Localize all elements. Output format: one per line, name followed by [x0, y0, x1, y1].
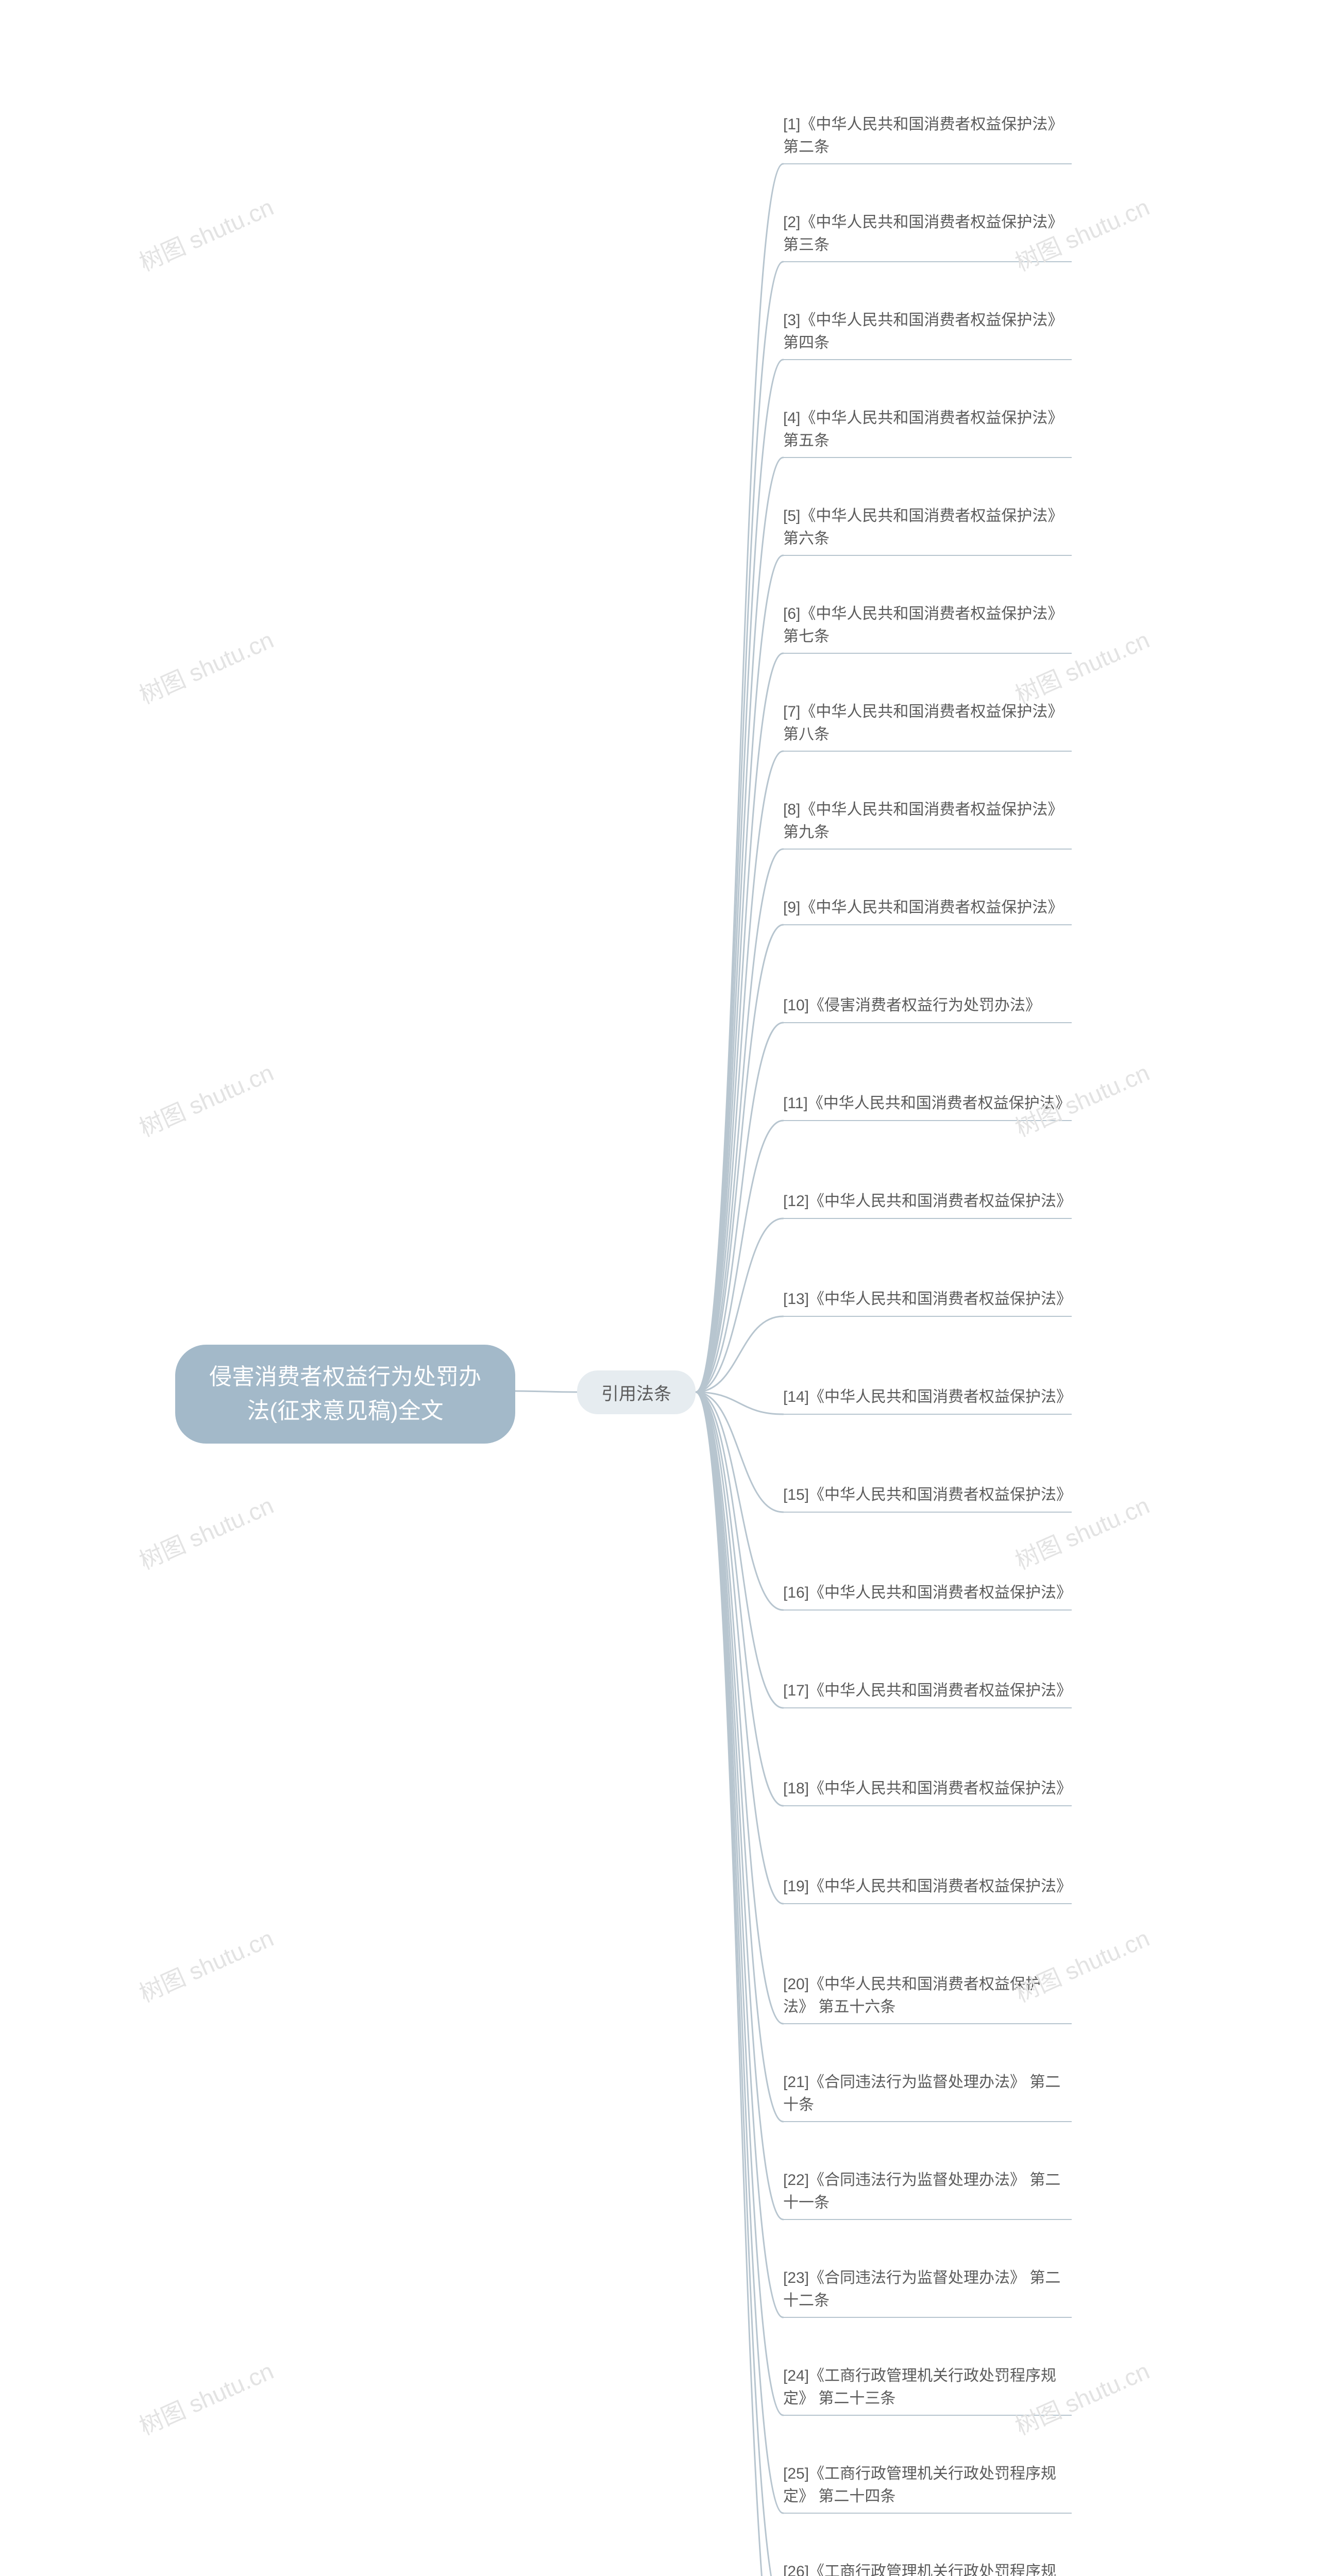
root-node: 侵害消费者权益行为处罚办法(征求意见稿)全文 [175, 1345, 515, 1444]
leaf-node: [9]《中华人民共和国消费者权益保护法》 [783, 896, 1072, 925]
leaf-node: [11]《中华人民共和国消费者权益保护法》 [783, 1092, 1072, 1121]
leaf-node: [23]《合同违法行为监督处理办法》 第二十二条 [783, 2267, 1072, 2318]
leaf-node: [24]《工商行政管理机关行政处罚程序规定》 第二十三条 [783, 2365, 1072, 2416]
watermark: 树图 shutu.cn [133, 621, 278, 711]
watermark: 树图 shutu.cn [133, 1920, 278, 2009]
leaf-node: [21]《合同违法行为监督处理办法》 第二十条 [783, 2071, 1072, 2122]
leaf-node: [26]《工商行政管理机关行政处罚程序规定》 第二十五条 [783, 2561, 1072, 2576]
leaf-node: [1]《中华人民共和国消费者权益保护法》 第二条 [783, 113, 1072, 164]
leaf-node: [25]《工商行政管理机关行政处罚程序规定》 第二十四条 [783, 2463, 1072, 2514]
leaf-node: [10]《侵害消费者权益行为处罚办法》 [783, 994, 1072, 1023]
leaf-node: [20]《中华人民共和国消费者权益保护法》 第五十六条 [783, 1973, 1072, 2024]
leaf-node: [17]《中华人民共和国消费者权益保护法》 [783, 1680, 1072, 1708]
leaf-node: [13]《中华人民共和国消费者权益保护法》 [783, 1288, 1072, 1317]
leaf-node: [3]《中华人民共和国消费者权益保护法》 第四条 [783, 309, 1072, 360]
leaf-node: [6]《中华人民共和国消费者权益保护法》 第七条 [783, 603, 1072, 654]
watermark: 树图 shutu.cn [133, 2352, 278, 2442]
leaf-node: [14]《中华人民共和国消费者权益保护法》 [783, 1386, 1072, 1415]
leaf-node: [18]《中华人民共和国消费者权益保护法》 [783, 1777, 1072, 1806]
branch-node: 引用法条 [577, 1370, 696, 1414]
leaf-node: [22]《合同违法行为监督处理办法》 第二十一条 [783, 2169, 1072, 2220]
leaf-node: [8]《中华人民共和国消费者权益保护法》 第九条 [783, 799, 1072, 850]
leaf-node: [5]《中华人民共和国消费者权益保护法》 第六条 [783, 505, 1072, 556]
watermark: 树图 shutu.cn [133, 189, 278, 278]
leaf-node: [15]《中华人民共和国消费者权益保护法》 [783, 1484, 1072, 1513]
connectors-svg [0, 0, 1319, 2576]
leaf-node: [2]《中华人民共和国消费者权益保护法》 第三条 [783, 211, 1072, 262]
leaf-node: [16]《中华人民共和国消费者权益保护法》 [783, 1582, 1072, 1611]
watermark: 树图 shutu.cn [133, 1054, 278, 1144]
leaf-node: [4]《中华人民共和国消费者权益保护法》 第五条 [783, 407, 1072, 458]
branch-label: 引用法条 [601, 1380, 671, 1405]
watermark: 树图 shutu.cn [133, 1487, 278, 1577]
leaf-node: [12]《中华人民共和国消费者权益保护法》 [783, 1190, 1072, 1219]
root-label: 侵害消费者权益行为处罚办法(征求意见稿)全文 [201, 1360, 489, 1428]
leaf-node: [7]《中华人民共和国消费者权益保护法》 第八条 [783, 701, 1072, 752]
leaf-node: [19]《中华人民共和国消费者权益保护法》 [783, 1875, 1072, 1904]
